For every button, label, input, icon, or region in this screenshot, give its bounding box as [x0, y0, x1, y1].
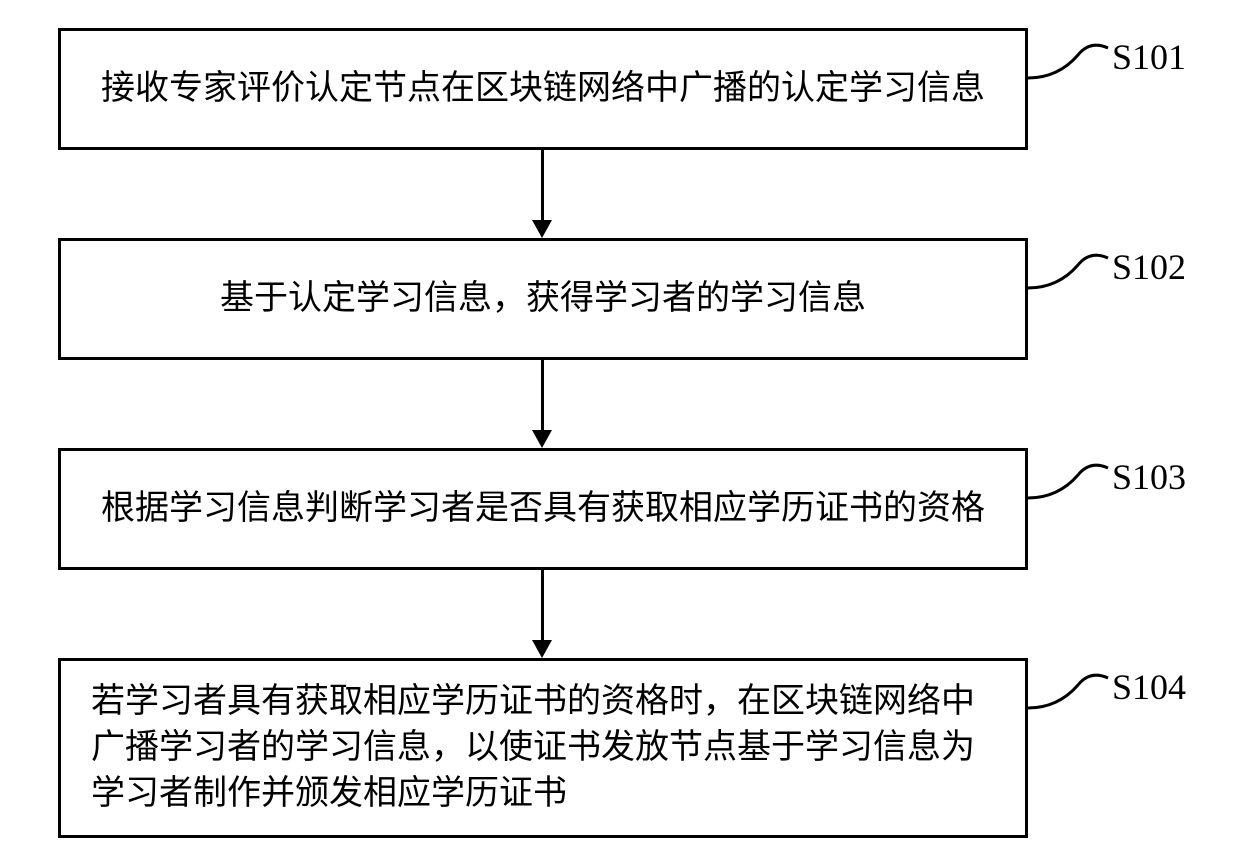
step-label-s104: S104	[1112, 666, 1186, 708]
label-connector-s104	[1028, 660, 1112, 720]
step-label-s102: S102	[1112, 246, 1186, 288]
node-text: 根据学习信息判断学习者是否具有获取相应学历证书的资格	[101, 486, 985, 532]
node-text: 若学习者具有获取相应学历证书的资格时，在区块链网络中广播学习者的学习信息，以使证…	[91, 679, 995, 817]
label-connector-s103	[1028, 450, 1112, 510]
step-label-s101: S101	[1112, 36, 1186, 78]
flow-node-s104: 若学习者具有获取相应学历证书的资格时，在区块链网络中广播学习者的学习信息，以使证…	[58, 658, 1028, 838]
flow-arrow-3-head	[532, 640, 552, 658]
flow-node-s102: 基于认定学习信息，获得学习者的学习信息	[58, 238, 1028, 360]
step-label-s103: S103	[1112, 456, 1186, 498]
flow-arrow-1-head	[532, 220, 552, 238]
node-text: 接收专家评价认定节点在区块链网络中广播的认定学习信息	[101, 66, 985, 112]
flow-node-s101: 接收专家评价认定节点在区块链网络中广播的认定学习信息	[58, 28, 1028, 150]
node-text: 基于认定学习信息，获得学习者的学习信息	[220, 276, 866, 322]
flow-arrow-2-line	[541, 360, 544, 430]
label-connector-s102	[1028, 240, 1112, 300]
flowchart-canvas: 接收专家评价认定节点在区块链网络中广播的认定学习信息 S101 基于认定学习信息…	[0, 0, 1240, 866]
label-connector-s101	[1028, 30, 1112, 90]
flow-arrow-2-head	[532, 430, 552, 448]
flow-arrow-3-line	[541, 570, 544, 640]
flow-node-s103: 根据学习信息判断学习者是否具有获取相应学历证书的资格	[58, 448, 1028, 570]
flow-arrow-1-line	[541, 150, 544, 220]
